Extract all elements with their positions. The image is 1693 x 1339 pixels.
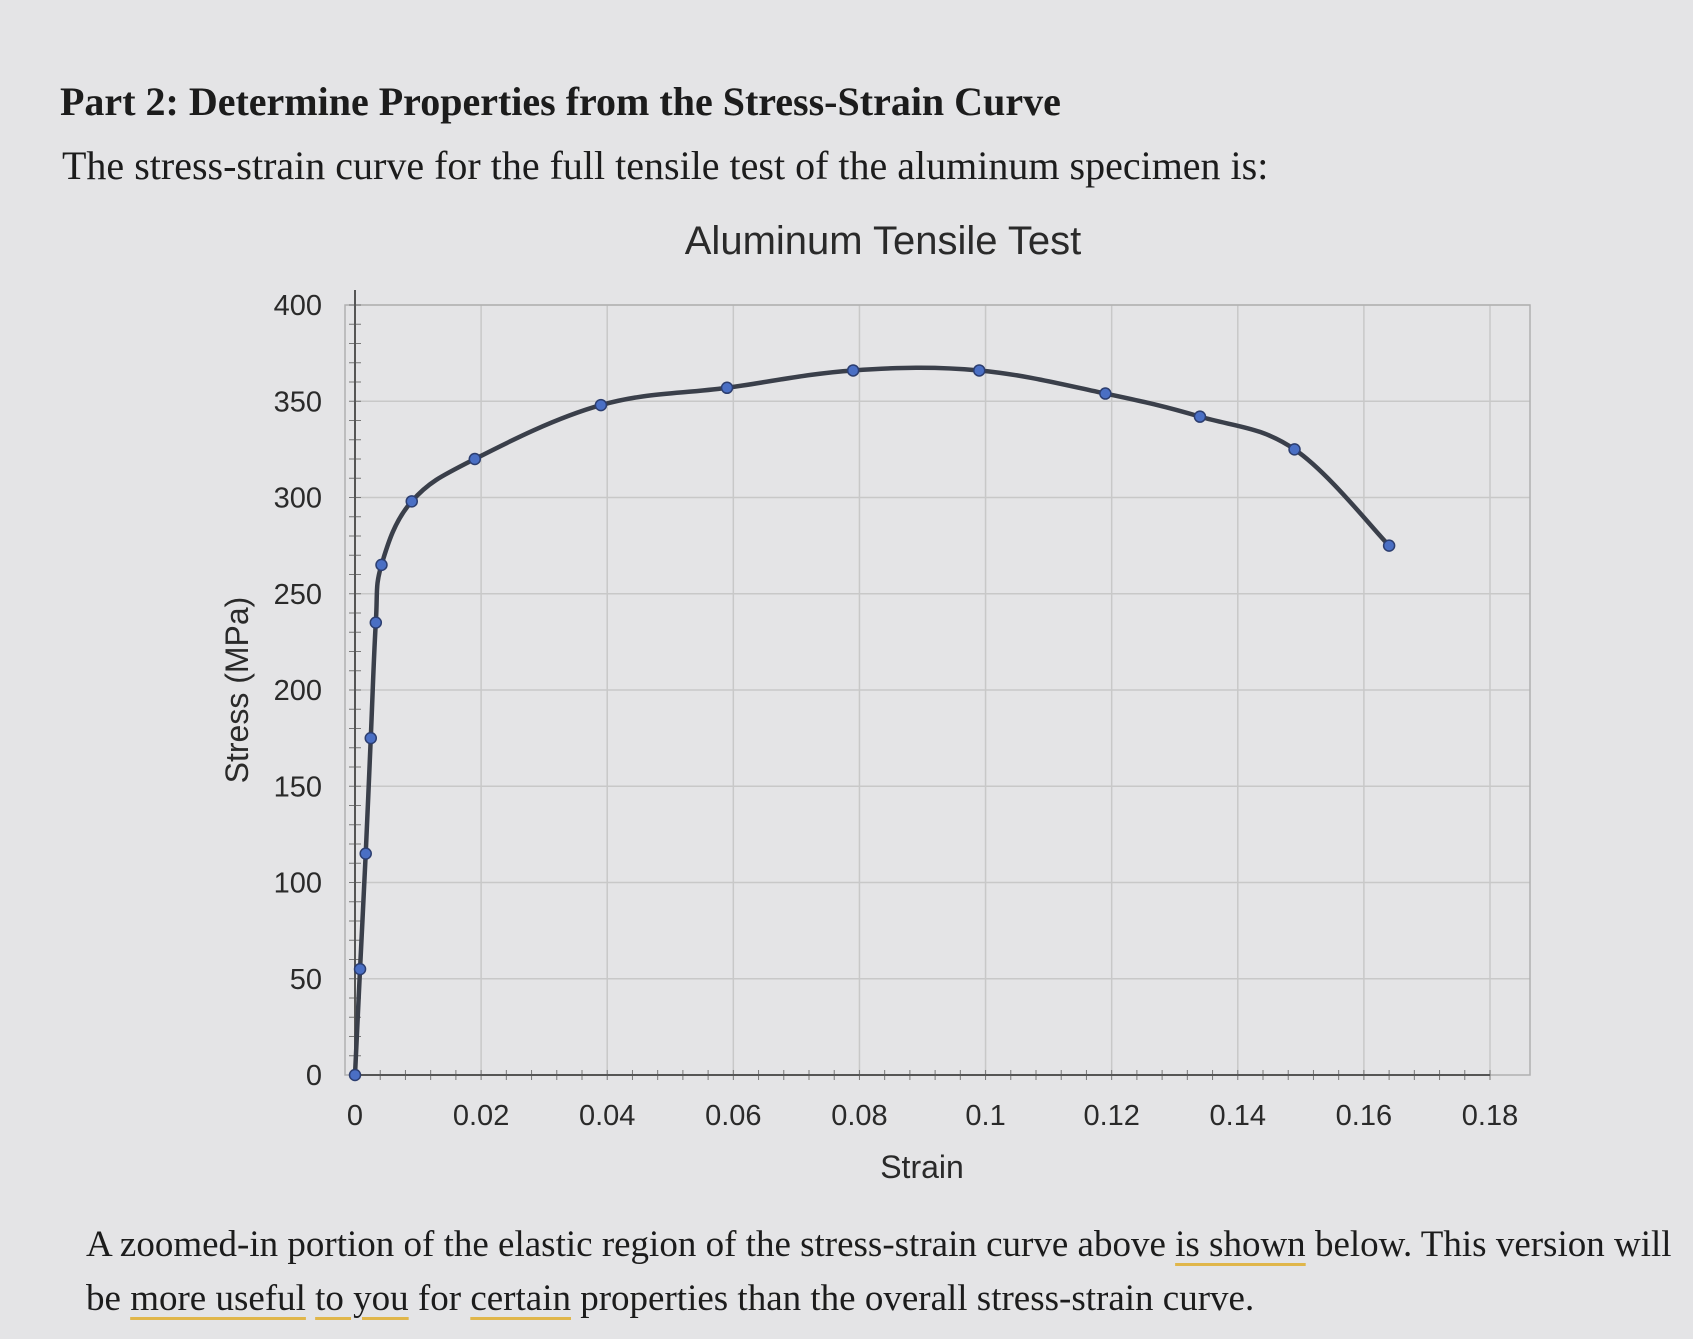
intro-text: The stress-strain curve for the full ten…: [62, 143, 1269, 188]
y-tick-label: 100: [274, 868, 322, 900]
y-tick-label: 150: [274, 771, 322, 803]
data-point: [359, 847, 372, 860]
y-tick-label: 0: [306, 1060, 322, 1092]
data-point: [369, 616, 383, 629]
x-tick-label: 0.06: [705, 1100, 761, 1132]
x-axis-label: Strain: [880, 1149, 964, 1185]
minor-ticks: [349, 304, 1491, 1080]
series-line: [352, 365, 1391, 1076]
chart-title: Aluminum Tensile Test: [685, 219, 1081, 263]
chart-axes: [354, 290, 1490, 1076]
outro-text-4: for: [408, 1278, 471, 1319]
data-point: [973, 364, 986, 377]
y-tick-label: 250: [274, 579, 322, 611]
data-point: [846, 364, 860, 377]
page-heading: Part 2: Determine Properties from the St…: [60, 79, 1061, 124]
x-tick-label: 0.12: [1083, 1100, 1139, 1132]
x-tick-label: 0.04: [579, 1100, 635, 1132]
x-tick-label: 0.08: [831, 1100, 887, 1132]
x-tick-label: 0.14: [1210, 1100, 1266, 1132]
x-tick-label: 0.02: [453, 1100, 509, 1132]
data-point: [1193, 410, 1207, 423]
y-tick-label: 350: [274, 386, 322, 418]
data-point: [364, 731, 378, 745]
data-point: [1382, 539, 1396, 552]
x-tick-label: 0.16: [1336, 1100, 1392, 1132]
outro-paragraph: A zoomed-in portion of the elastic regio…: [86, 1218, 1686, 1326]
outro-underlined-certain: certain: [470, 1278, 571, 1319]
data-point: [1288, 443, 1301, 456]
chart-grid: [355, 304, 1530, 1075]
outro-text-5: properties than the overall stress-strai…: [570, 1278, 1255, 1319]
x-tick-label: 0.18: [1462, 1100, 1518, 1132]
data-point: [720, 381, 734, 395]
outro-text-3: [306, 1278, 315, 1319]
outro-text-1: A zoomed-in portion of the elastic regio…: [86, 1224, 1176, 1265]
data-point: [375, 558, 388, 572]
x-tick-label: 0.1: [965, 1100, 1005, 1132]
x-tick-label: 0: [347, 1100, 363, 1132]
data-point: [353, 962, 367, 976]
y-tick-label: 400: [274, 290, 322, 322]
data-point: [348, 1068, 362, 1082]
y-axis-label: Stress (MPa): [219, 597, 255, 784]
y-tick-label: 300: [274, 483, 322, 515]
data-point: [468, 452, 482, 466]
outro-underlined-more-useful: more useful: [130, 1278, 306, 1319]
data-point: [594, 398, 608, 412]
data-point: [1099, 387, 1112, 400]
outro-underlined-to-you: to you: [315, 1278, 409, 1319]
data-point: [405, 495, 418, 508]
y-tick-label: 50: [290, 964, 322, 996]
outro-text-2: below. This version will be: [86, 1224, 1672, 1319]
tick-labels: 0 0.02 0.04 0.06 0.08 0.1 0.12 0.14 0.16 0.18 0 50 1…: [274, 290, 1519, 1132]
y-tick-label: 200: [274, 675, 322, 707]
outro-underlined-is-shown: is shown: [1175, 1224, 1306, 1265]
data-series: [348, 364, 1396, 1082]
